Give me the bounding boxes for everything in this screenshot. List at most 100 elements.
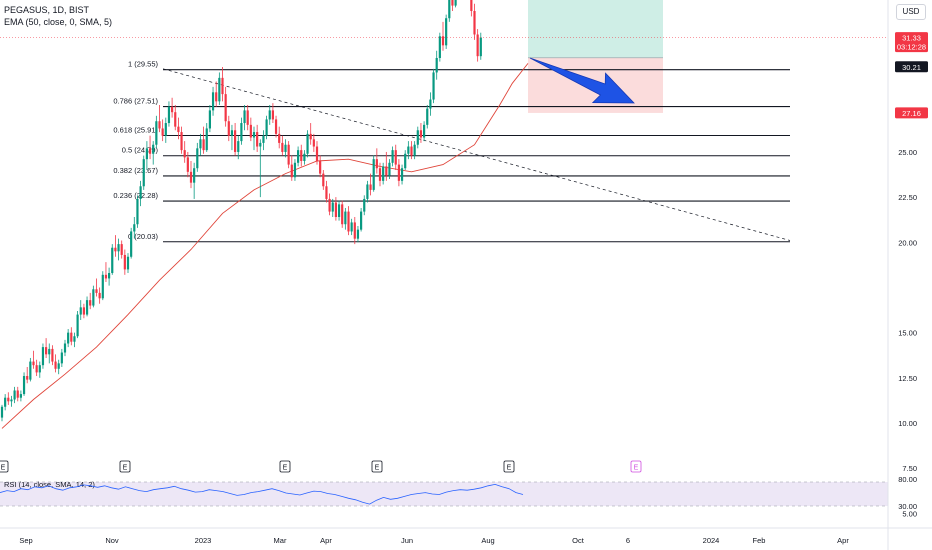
- candle-body: [297, 150, 300, 163]
- candle: [410, 141, 413, 160]
- price-badge-bg: [895, 32, 928, 44]
- candle: [171, 97, 174, 118]
- candle-body: [252, 132, 256, 138]
- long-position-tool[interactable]: [528, 0, 663, 113]
- symbol-title[interactable]: PEGASUS, 1D, BIST: [4, 5, 90, 15]
- time-axis[interactable]: Sep Nov 2023 Mar Apr Jun Aug Oct 6 2024 Feb Apr: [19, 536, 849, 545]
- candle-body: [435, 57, 438, 73]
- candle-body: [67, 332, 70, 344]
- time-axis-label: Jun: [401, 536, 413, 545]
- candle: [369, 173, 372, 196]
- candle: [445, 14, 448, 49]
- candle: [287, 141, 290, 169]
- candle: [372, 155, 375, 192]
- candle: [363, 195, 366, 216]
- candle: [312, 133, 315, 152]
- candle: [215, 81, 218, 107]
- earnings-event-marker[interactable]: E: [279, 460, 291, 473]
- candle: [221, 67, 224, 102]
- price-axis-label: 5.00: [902, 509, 917, 518]
- rsi-legend[interactable]: RSI (14, close, SMA, 14, 2): [4, 480, 95, 489]
- candle-body: [391, 150, 394, 163]
- earnings-event-marker[interactable]: E: [0, 460, 9, 473]
- candle: [51, 345, 54, 366]
- candle: [353, 217, 356, 245]
- candle-body: [306, 133, 309, 154]
- price-badge-value: 31.33: [902, 34, 921, 43]
- earnings-event-marker[interactable]: E: [630, 460, 642, 473]
- candle: [416, 126, 419, 149]
- candle: [79, 300, 82, 321]
- candle: [130, 227, 133, 259]
- candle: [120, 240, 123, 259]
- fibonacci-retracement[interactable]: 3.618 (54.46)2.618 (44.94)1.618 (35.43)1…: [113, 0, 790, 243]
- candle: [208, 104, 211, 133]
- fib-level-label: 0.618 (25.91): [113, 126, 158, 135]
- price-axis-label: 15.00: [898, 329, 917, 338]
- price-axis-label: 7.50: [902, 464, 917, 473]
- currency-button[interactable]: USD: [896, 4, 926, 20]
- candle-body: [419, 130, 423, 138]
- candle: [382, 162, 385, 185]
- fib-level-label: 0.786 (27.51): [113, 97, 158, 106]
- candle-body: [394, 150, 397, 165]
- ema-indicator-legend[interactable]: EMA (50, close, 0, SMA, 5): [4, 17, 113, 27]
- dashed-trendline[interactable]: [162, 68, 791, 241]
- candle: [400, 164, 404, 185]
- up-arrow-shape[interactable]: [529, 57, 635, 104]
- candle: [85, 296, 89, 317]
- candle: [98, 287, 101, 304]
- candle-body: [63, 343, 67, 353]
- candle: [60, 348, 63, 367]
- candle-body: [111, 247, 114, 274]
- candle: [243, 104, 246, 131]
- candle: [246, 104, 249, 131]
- target-arrow[interactable]: [529, 57, 635, 104]
- candle: [82, 303, 85, 319]
- earnings-event-box: [503, 460, 515, 473]
- candle-body: [26, 376, 29, 380]
- candle-body: [312, 139, 315, 147]
- candle-body: [271, 110, 274, 120]
- candle: [227, 115, 230, 142]
- price-axis-label: 22.50: [898, 193, 917, 202]
- earnings-event-marker[interactable]: E: [119, 460, 131, 473]
- candle: [76, 310, 79, 339]
- candle-body: [278, 133, 281, 143]
- candle-body: [16, 390, 19, 398]
- candle-body: [76, 314, 79, 337]
- candle: [249, 117, 252, 142]
- candle-body: [369, 184, 372, 190]
- candle: [237, 135, 240, 160]
- trendline[interactable]: [162, 68, 791, 241]
- candle-body: [426, 108, 429, 125]
- candle-body: [344, 211, 347, 225]
- candle-body: [158, 121, 161, 129]
- candle-body: [85, 300, 89, 315]
- rsi-pane[interactable]: RSI (14, close, SMA, 14, 2) 80.00 30.00: [0, 475, 917, 511]
- candle-body: [378, 168, 382, 181]
- candle-body: [79, 307, 82, 315]
- candle: [136, 195, 139, 228]
- candle: [454, 0, 457, 8]
- candle: [470, 0, 473, 17]
- candle: [70, 327, 73, 346]
- candle-body: [92, 289, 95, 306]
- candle: [158, 104, 161, 133]
- candle-body: [202, 139, 205, 151]
- candle-body: [48, 348, 51, 355]
- candle-body: [234, 130, 237, 152]
- candle: [0, 404, 4, 422]
- earnings-event-marker[interactable]: E: [371, 460, 383, 473]
- candle: [57, 359, 60, 375]
- candle: [441, 21, 445, 51]
- profit-zone[interactable]: [528, 0, 663, 58]
- rsi-band: [0, 482, 888, 506]
- earnings-event-marker[interactable]: E: [503, 460, 515, 473]
- candle: [426, 104, 429, 129]
- candle-body: [167, 106, 171, 124]
- candle: [303, 150, 306, 165]
